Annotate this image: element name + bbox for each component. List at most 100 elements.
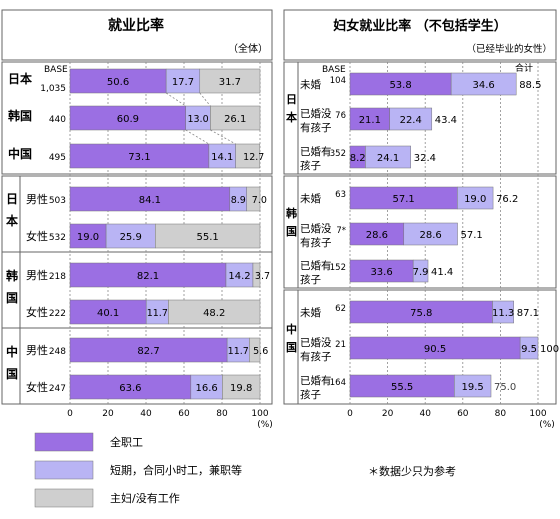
- data-label: 9.5: [521, 344, 537, 355]
- base-value: 63: [335, 190, 346, 200]
- row-label: 中国: [8, 146, 32, 161]
- x-tick-label: 20: [382, 409, 394, 419]
- bar-segment: [69, 299, 147, 325]
- group-label: 中: [286, 322, 297, 336]
- data-label: 48.2: [203, 308, 225, 319]
- bar-segment: [190, 374, 223, 400]
- row-label: 韩国: [8, 108, 32, 123]
- data-label: 11.7: [228, 346, 249, 357]
- data-label: 5.6: [253, 346, 268, 357]
- total-label: 43.4: [435, 115, 457, 126]
- group-label: 日: [286, 93, 297, 106]
- base-value: 222: [49, 309, 66, 319]
- bar-segment: [450, 72, 517, 96]
- data-label: 19.8: [230, 383, 252, 394]
- group-label: 国: [286, 341, 297, 354]
- bar-segment: [519, 336, 539, 360]
- data-label: 31.7: [219, 77, 241, 88]
- data-label: 8.9: [231, 195, 246, 206]
- total-label: 87.1: [517, 308, 539, 319]
- bar-segment: [69, 186, 231, 212]
- bar-segment: [412, 259, 429, 283]
- bar-segment: [225, 262, 254, 288]
- group-label: 韩: [6, 268, 18, 283]
- base-value: 76: [335, 111, 346, 121]
- data-label: 24.1: [377, 153, 399, 164]
- row-sub-label: 已婚没: [300, 107, 332, 120]
- bar-segment: [69, 262, 227, 288]
- total-header: 合计: [515, 62, 533, 74]
- data-label: 33.6: [370, 267, 392, 278]
- bar-segment: [105, 223, 156, 249]
- data-label: 57.1: [393, 194, 415, 205]
- row-sub-label: 孩子: [300, 388, 321, 401]
- row-sub-label: 已婚有: [300, 374, 332, 387]
- data-label: 11.7: [147, 308, 168, 319]
- row-label: 日本: [8, 71, 32, 86]
- bar-segment: [492, 300, 514, 324]
- bar-segment: [199, 68, 261, 94]
- data-label: 19.5: [462, 382, 484, 393]
- x-unit-label: (%): [539, 420, 555, 430]
- data-label: 73.1: [128, 152, 150, 163]
- group-label: 国: [6, 367, 18, 381]
- left-scope-note: （全体）: [228, 42, 268, 55]
- group-label: 中: [6, 344, 18, 359]
- group-label: 韩: [286, 206, 297, 220]
- total-label: 88.5: [519, 80, 541, 91]
- base-value: 104: [330, 76, 346, 86]
- bar-segment: [403, 222, 458, 246]
- left-top-box: [1, 61, 273, 175]
- data-label: 28.6: [366, 230, 388, 241]
- bar-segment: [69, 337, 228, 363]
- x-tick-label: 0: [67, 409, 73, 419]
- data-label: 14.2: [228, 271, 250, 282]
- left-korea-label-box: [1, 251, 21, 329]
- total-label: 32.4: [414, 153, 436, 164]
- connector-line: [185, 129, 210, 145]
- bar-segment: [69, 105, 186, 131]
- bar-segment: [69, 374, 192, 400]
- data-label: 53.8: [389, 80, 411, 91]
- legend-swatch: [34, 488, 94, 508]
- data-label: 28.6: [420, 230, 442, 241]
- x-unit-label: (%): [257, 420, 273, 430]
- bar-segment: [389, 107, 433, 131]
- right-china-label-box: [283, 289, 299, 405]
- base-value: 440: [49, 115, 66, 125]
- base-value: 7*: [336, 226, 346, 236]
- data-label: 19.0: [464, 194, 486, 205]
- data-label: 26.1: [224, 114, 246, 125]
- total-label: 100: [540, 344, 559, 355]
- row-sub-label: 有孩子: [300, 121, 332, 134]
- left-base-header: BASE: [44, 65, 68, 75]
- right-japan-label-box: [283, 61, 299, 175]
- left-panel-title: 就业比率: [108, 17, 164, 34]
- base-value: 1,035: [40, 84, 66, 94]
- row-sub-label: 男性: [26, 343, 48, 357]
- data-label: 11.3: [492, 308, 514, 319]
- data-label: 60.9: [117, 114, 139, 125]
- data-label: 75.8: [410, 308, 432, 319]
- row-sub-label: 已婚没: [300, 336, 332, 349]
- data-label: 16.6: [195, 383, 217, 394]
- data-label: 14.1: [211, 152, 233, 163]
- base-value: 21: [335, 340, 346, 350]
- group-label: 日: [6, 192, 18, 206]
- base-value: 532: [49, 233, 66, 243]
- legend-swatch: [34, 432, 94, 452]
- total-label: 75.0: [494, 382, 516, 393]
- left-china-label-box: [1, 327, 21, 405]
- data-label: 25.9: [120, 232, 142, 243]
- data-label: 21.1: [359, 115, 381, 126]
- data-label: 63.6: [119, 383, 141, 394]
- connector-line: [199, 92, 211, 107]
- data-label: 3.7: [255, 271, 270, 282]
- data-label: 50.6: [107, 77, 129, 88]
- base-value: 164: [330, 378, 346, 388]
- data-label: 13.0: [187, 114, 208, 125]
- row-sub-label: 未婚: [300, 192, 321, 205]
- base-value: 152: [330, 263, 346, 273]
- total-label: 41.4: [431, 267, 453, 278]
